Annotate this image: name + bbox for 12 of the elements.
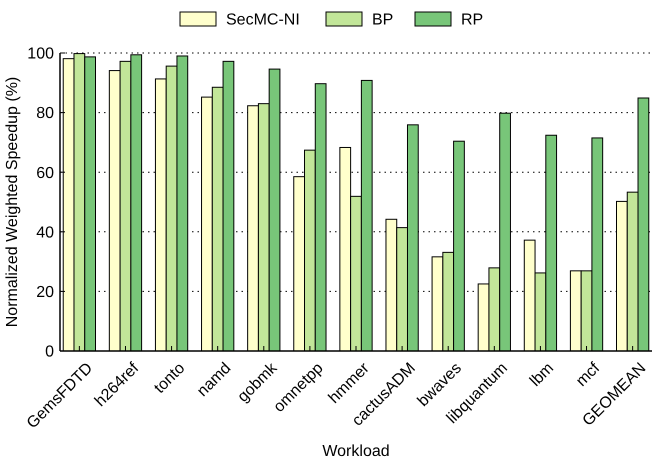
y-tick-label: 60 xyxy=(36,164,54,182)
x-axis-title: Workload xyxy=(322,443,390,459)
legend-label: RP xyxy=(461,12,484,29)
y-tick-label: 20 xyxy=(36,284,54,301)
y-tick-label: 40 xyxy=(36,224,54,242)
legend-label: BP xyxy=(372,12,394,29)
y-axis-title: Normalized Weighted Speedup (%) xyxy=(4,76,21,328)
y-tick-label: 0 xyxy=(45,344,54,361)
legend-label: SecMC-NI xyxy=(226,12,300,29)
y-tick-label: 80 xyxy=(36,105,54,122)
y-tick-label: 100 xyxy=(27,46,54,63)
x-tick-label: lbm xyxy=(526,360,558,390)
